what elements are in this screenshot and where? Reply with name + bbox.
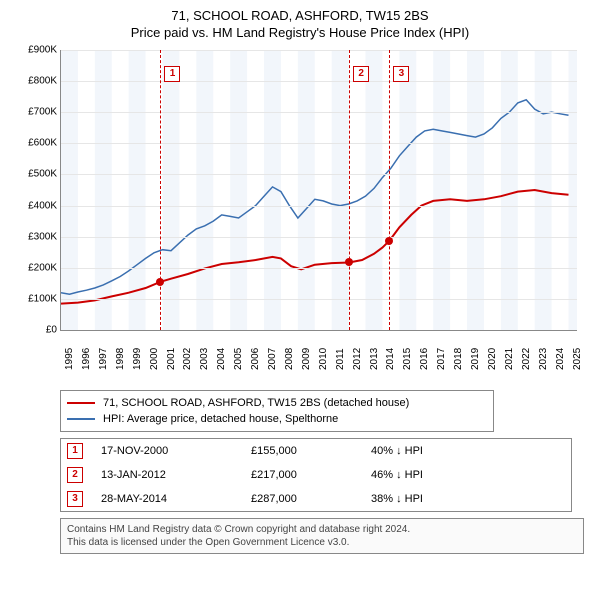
transactions-table: 1 17-NOV-2000£155,00040% ↓ HPI 2 13-JAN-201… — [60, 438, 572, 512]
legend-label: 71, SCHOOL ROAD, ASHFORD, TW15 2BS (deta… — [103, 397, 409, 409]
transaction-date: 28-MAY-2014 — [101, 493, 251, 505]
x-axis-label: 2017 — [436, 348, 444, 370]
footnote-line-2: This data is licensed under the Open Gov… — [67, 536, 577, 549]
transaction-vs-hpi: 46% ↓ HPI — [371, 469, 565, 481]
x-axis-label: 2015 — [402, 348, 410, 370]
x-axis-label: 2016 — [419, 348, 427, 370]
x-axis-label: 2012 — [352, 348, 360, 370]
transaction-price: £217,000 — [251, 469, 371, 481]
price-point — [345, 258, 353, 266]
footnote-line-1: Contains HM Land Registry data © Crown c… — [67, 523, 577, 536]
y-axis-label: £100K — [17, 293, 57, 304]
y-axis-label: £500K — [17, 169, 57, 180]
transaction-marker: 3 — [67, 491, 83, 507]
legend-swatch — [67, 402, 95, 404]
marker-line — [389, 50, 390, 330]
price-point — [156, 278, 164, 286]
legend: 71, SCHOOL ROAD, ASHFORD, TW15 2BS (deta… — [60, 390, 494, 432]
marker-box: 3 — [393, 66, 409, 82]
x-axis-label: 2022 — [521, 348, 529, 370]
chart: £0 £100K £200K £300K £400K £500K £600K £700K £80… — [16, 44, 584, 390]
x-axis-label: 2024 — [555, 348, 563, 370]
x-axis-label: 2014 — [385, 348, 393, 370]
x-axis-label: 2003 — [199, 348, 207, 370]
y-axis-label: £900K — [17, 45, 57, 56]
x-axis-label: 2018 — [453, 348, 461, 370]
footnote: Contains HM Land Registry data © Crown c… — [60, 518, 584, 554]
y-axis-label: £0 — [17, 325, 57, 336]
x-axis-label: 1998 — [115, 348, 123, 370]
y-axis-label: £600K — [17, 138, 57, 149]
x-axis-label: 2000 — [149, 348, 157, 370]
y-axis-label: £700K — [17, 107, 57, 118]
x-axis-label: 2004 — [216, 348, 224, 370]
marker-line — [160, 50, 161, 330]
plot-area: £0£100K£200K£300K£400K£500K£600K£700K£80… — [60, 50, 577, 331]
x-axis-label: 1996 — [81, 348, 89, 370]
y-axis-label: £800K — [17, 76, 57, 87]
marker-box: 1 — [164, 66, 180, 82]
transaction-marker: 2 — [67, 467, 83, 483]
x-axis-label: 2009 — [301, 348, 309, 370]
transaction-price: £287,000 — [251, 493, 371, 505]
x-axis-label: 2020 — [487, 348, 495, 370]
transaction-row: 1 17-NOV-2000£155,00040% ↓ HPI — [61, 439, 571, 463]
title-address: 71, SCHOOL ROAD, ASHFORD, TW15 2BS — [16, 8, 584, 23]
x-axis-ticks: 1995 1996 1997 1998 1999 2000 2001 2002 2003 2004… — [60, 334, 576, 384]
x-axis-label: 2007 — [267, 348, 275, 370]
x-axis-label: 2023 — [538, 348, 546, 370]
transaction-vs-hpi: 40% ↓ HPI — [371, 445, 565, 457]
y-axis-label: £200K — [17, 262, 57, 273]
legend-label: HPI: Average price, detached house, Spel… — [103, 413, 338, 425]
y-axis-label: £400K — [17, 200, 57, 211]
legend-swatch — [67, 418, 95, 420]
x-axis-label: 2021 — [504, 348, 512, 370]
marker-box: 2 — [353, 66, 369, 82]
x-axis-label: 2025 — [572, 348, 580, 370]
x-axis-label: 2002 — [182, 348, 190, 370]
transaction-row: 3 28-MAY-2014£287,00038% ↓ HPI — [61, 487, 571, 511]
x-axis-label: 1997 — [98, 348, 106, 370]
title-subtitle: Price paid vs. HM Land Registry's House … — [16, 25, 584, 40]
transaction-date: 13-JAN-2012 — [101, 469, 251, 481]
x-axis-label: 2001 — [166, 348, 174, 370]
x-axis-label: 2006 — [250, 348, 258, 370]
legend-item: HPI: Average price, detached house, Spel… — [67, 411, 487, 427]
x-axis-label: 2011 — [335, 348, 343, 370]
chart-svg — [61, 50, 577, 330]
transaction-row: 2 13-JAN-2012£217,00046% ↓ HPI — [61, 463, 571, 487]
transaction-vs-hpi: 38% ↓ HPI — [371, 493, 565, 505]
x-axis-label: 2005 — [233, 348, 241, 370]
transaction-date: 17-NOV-2000 — [101, 445, 251, 457]
x-axis-label: 1999 — [132, 348, 140, 370]
chart-titles: 71, SCHOOL ROAD, ASHFORD, TW15 2BS Price… — [16, 6, 584, 44]
x-axis-label: 2019 — [470, 348, 478, 370]
y-axis-label: £300K — [17, 231, 57, 242]
price-point — [385, 237, 393, 245]
marker-line — [349, 50, 350, 330]
legend-item: 71, SCHOOL ROAD, ASHFORD, TW15 2BS (deta… — [67, 395, 487, 411]
transaction-price: £155,000 — [251, 445, 371, 457]
x-axis-label: 2010 — [318, 348, 326, 370]
x-axis-label: 2008 — [284, 348, 292, 370]
x-axis-label: 2013 — [369, 348, 377, 370]
x-axis-label: 1995 — [64, 348, 72, 370]
transaction-marker: 1 — [67, 443, 83, 459]
